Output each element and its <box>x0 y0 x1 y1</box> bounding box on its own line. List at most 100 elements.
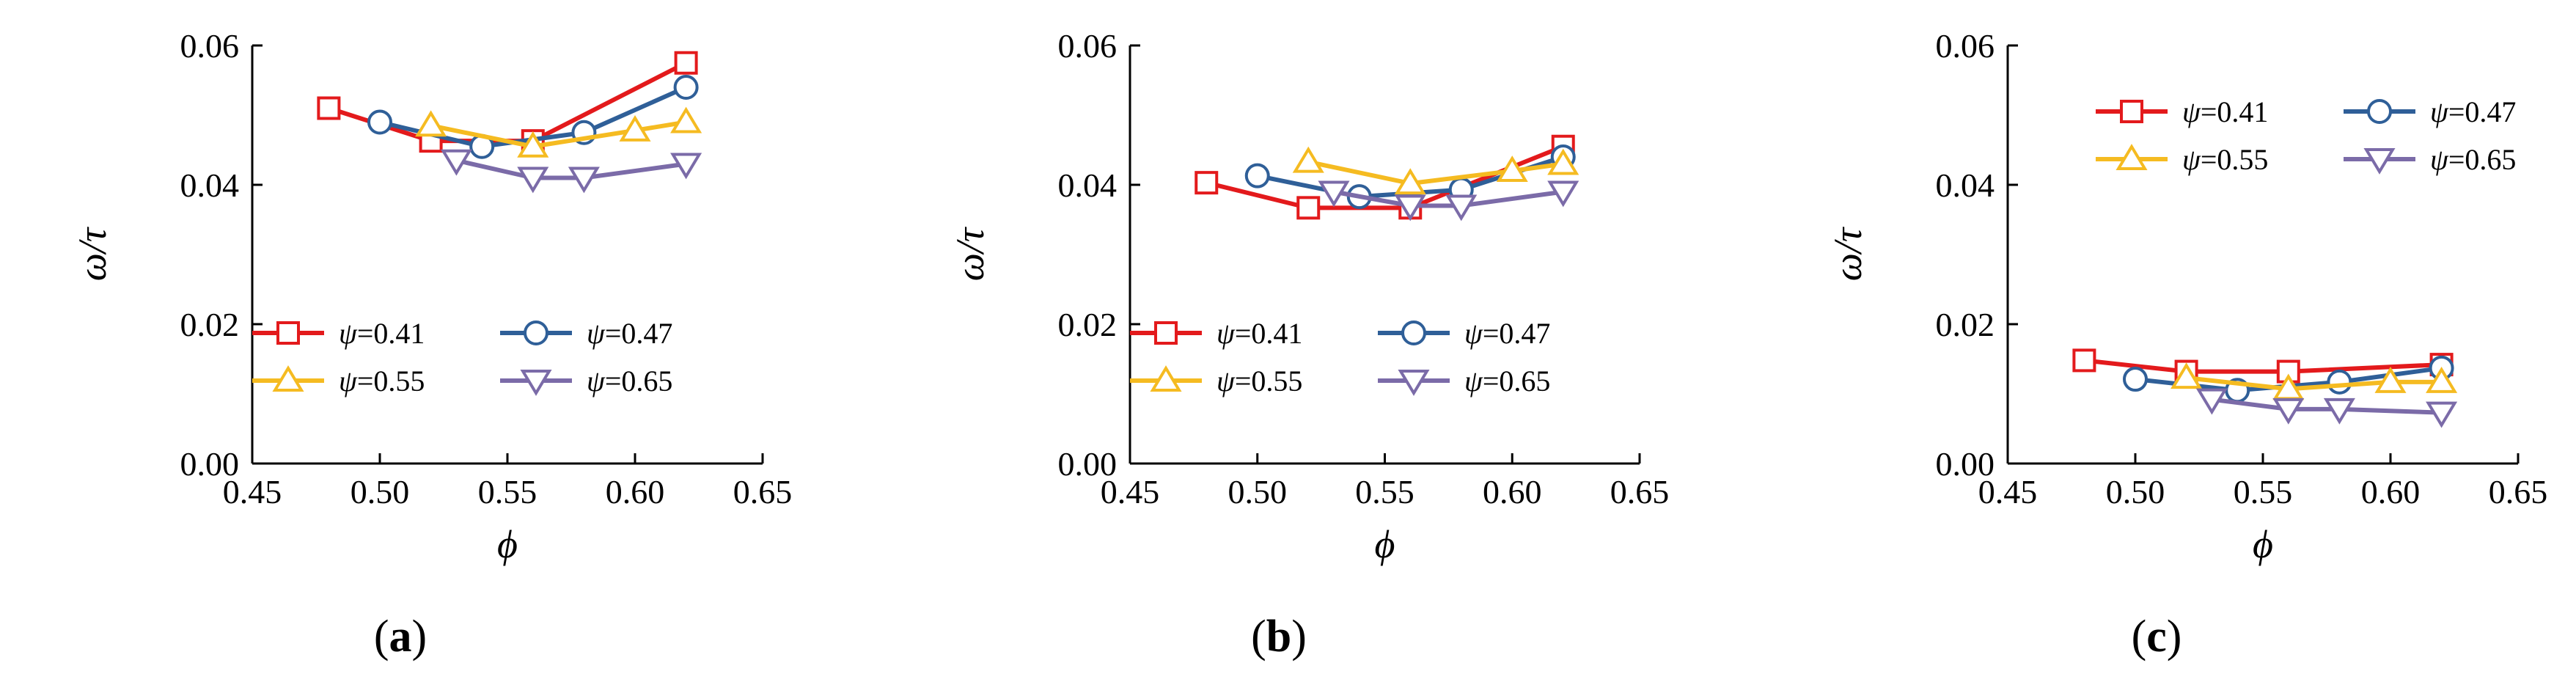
legend-symbol: ψ <box>339 365 358 398</box>
legend: ψ=0.41 ψ=0.47ψ=0.55 ψ=0.65 <box>2096 95 2516 176</box>
legend-marker-triangle-down <box>520 370 552 396</box>
y-tick-label: 0.00 <box>1936 445 1995 483</box>
chart-panel-b: 0.00 0.02 0.04 0.06 0.45 0.50 0.55 0.60 0.65 ϕ ω/τ… <box>948 27 1669 662</box>
caption-open: ( <box>1251 612 1266 662</box>
series-line <box>2084 358 2442 374</box>
data-point-square <box>1195 171 1219 195</box>
legend-symbol: ψ <box>339 317 358 350</box>
chart-panel-c: 0.00 0.02 0.04 0.06 0.45 0.50 0.55 0.60 0.65 ϕ ω/τ… <box>1826 27 2547 662</box>
x-tick-label: 0.50 <box>2106 473 2165 510</box>
data-point-square <box>317 96 341 120</box>
x-axis-label: ϕ <box>1375 522 1395 566</box>
x-tick-label: 0.60 <box>2361 473 2421 510</box>
legend-marker-triangle-down <box>2363 148 2396 175</box>
legend-marker-circle <box>1401 320 1426 345</box>
data-point-triangle-down <box>1547 180 1579 208</box>
y-tick-label: 0.02 <box>1936 306 1995 343</box>
data-point-square <box>2072 348 2096 373</box>
panel-caption: (b) <box>1251 612 1307 662</box>
legend: ψ=0.41 ψ=0.47ψ=0.55 ψ=0.65 <box>252 317 672 398</box>
series-triangle-up <box>2170 362 2458 400</box>
legend-value: =0.55 <box>357 365 425 398</box>
legend-value: =0.47 <box>2448 95 2517 128</box>
data-point-triangle-up <box>1292 146 1324 173</box>
caption-letter: a <box>389 612 412 662</box>
data-point-triangle-down <box>568 166 600 194</box>
legend-symbol: ψ <box>587 365 606 398</box>
x-tick-label: 0.60 <box>1483 473 1542 510</box>
legend-label: ψ=0.65 <box>587 365 672 398</box>
data-point-triangle-down <box>670 153 702 180</box>
series-line <box>455 158 687 180</box>
y-tick-label: 0.04 <box>1936 166 1995 204</box>
legend-symbol: ψ <box>1464 365 1483 398</box>
data-point-triangle-down <box>2426 401 2458 428</box>
legend-marker-triangle-up <box>272 365 304 392</box>
data-point-circle <box>2327 369 2352 395</box>
x-tick-label: 0.45 <box>1978 473 2038 510</box>
y-axis-label: ω/τ <box>1826 227 1870 281</box>
series-triangle-up <box>415 106 702 158</box>
legend-value: =0.55 <box>2201 143 2269 176</box>
data-point-triangle-down <box>2195 388 2228 415</box>
y-axis-label: ω/τ <box>948 227 992 281</box>
x-axis-label: ϕ <box>497 522 518 566</box>
legend-symbol: ψ <box>2430 143 2449 176</box>
data-point-triangle-down <box>1394 194 1426 221</box>
legend-symbol: ψ <box>2182 143 2201 176</box>
legend: ψ=0.41 ψ=0.47ψ=0.55 ψ=0.65 <box>1130 317 1550 398</box>
data-point-triangle-up <box>2374 366 2407 393</box>
data-point-triangle-down <box>517 166 549 194</box>
legend-marker-triangle-down <box>1398 370 1430 396</box>
panel-caption: (a) <box>374 612 427 662</box>
y-tick-label: 0.06 <box>1936 27 1995 65</box>
data-point-circle <box>367 109 392 135</box>
caption-open: ( <box>374 612 389 662</box>
x-tick-label: 0.50 <box>1228 473 1288 510</box>
legend-label: ψ=0.41 <box>2182 95 2268 128</box>
y-tick-label: 0.04 <box>1058 166 1118 204</box>
legend-label: ψ=0.65 <box>1464 365 1550 398</box>
legend-label: ψ=0.65 <box>2430 143 2516 176</box>
data-point-triangle-up <box>619 115 651 142</box>
y-tick-label: 0.02 <box>180 306 240 343</box>
series-line <box>2212 397 2442 415</box>
x-tick-label: 0.45 <box>223 473 282 510</box>
x-tick-label: 0.55 <box>1355 473 1414 510</box>
legend-marker-square <box>1154 321 1178 345</box>
legend-label: ψ=0.41 <box>339 317 425 350</box>
legend-symbol: ψ <box>587 317 606 350</box>
series-line <box>1307 159 1564 186</box>
data-point-triangle-down <box>1318 180 1350 208</box>
series-triangle-down <box>1318 180 1579 221</box>
legend-label: ψ=0.41 <box>1217 317 1302 350</box>
legend-value: =0.41 <box>357 317 425 350</box>
caption-letter: c <box>2146 612 2167 662</box>
legend-symbol: ψ <box>1217 365 1236 398</box>
y-axis-label: ω/τ <box>70 227 114 281</box>
legend-value: =0.41 <box>2201 95 2269 128</box>
legend-label: ψ=0.47 <box>2430 95 2516 128</box>
legend-symbol: ψ <box>2430 95 2449 128</box>
legend-value: =0.65 <box>1483 365 1551 398</box>
legend-marker-triangle-up <box>1150 365 1182 392</box>
series-line <box>2186 376 2442 392</box>
legend-value: =0.41 <box>1235 317 1303 350</box>
series-triangle-up <box>1292 146 1579 195</box>
x-tick-label: 0.55 <box>2234 473 2293 510</box>
legend-symbol: ψ <box>1217 317 1236 350</box>
legend-value: =0.55 <box>1235 365 1303 398</box>
legend-value: =0.47 <box>605 317 673 350</box>
y-tick-label: 0.04 <box>180 166 240 204</box>
y-tick-label: 0.06 <box>180 27 240 65</box>
y-tick-label: 0.06 <box>1058 27 1118 65</box>
legend-label: ψ=0.47 <box>587 317 672 350</box>
x-tick-label: 0.65 <box>1610 473 1670 510</box>
legend-label: ψ=0.55 <box>339 365 425 398</box>
data-point-triangle-up <box>2170 362 2203 389</box>
legend-marker-circle <box>524 320 548 345</box>
legend-symbol: ψ <box>2182 95 2201 128</box>
data-point-triangle-up <box>517 131 549 158</box>
caption-letter: b <box>1266 612 1291 662</box>
legend-label: ψ=0.55 <box>1217 365 1302 398</box>
